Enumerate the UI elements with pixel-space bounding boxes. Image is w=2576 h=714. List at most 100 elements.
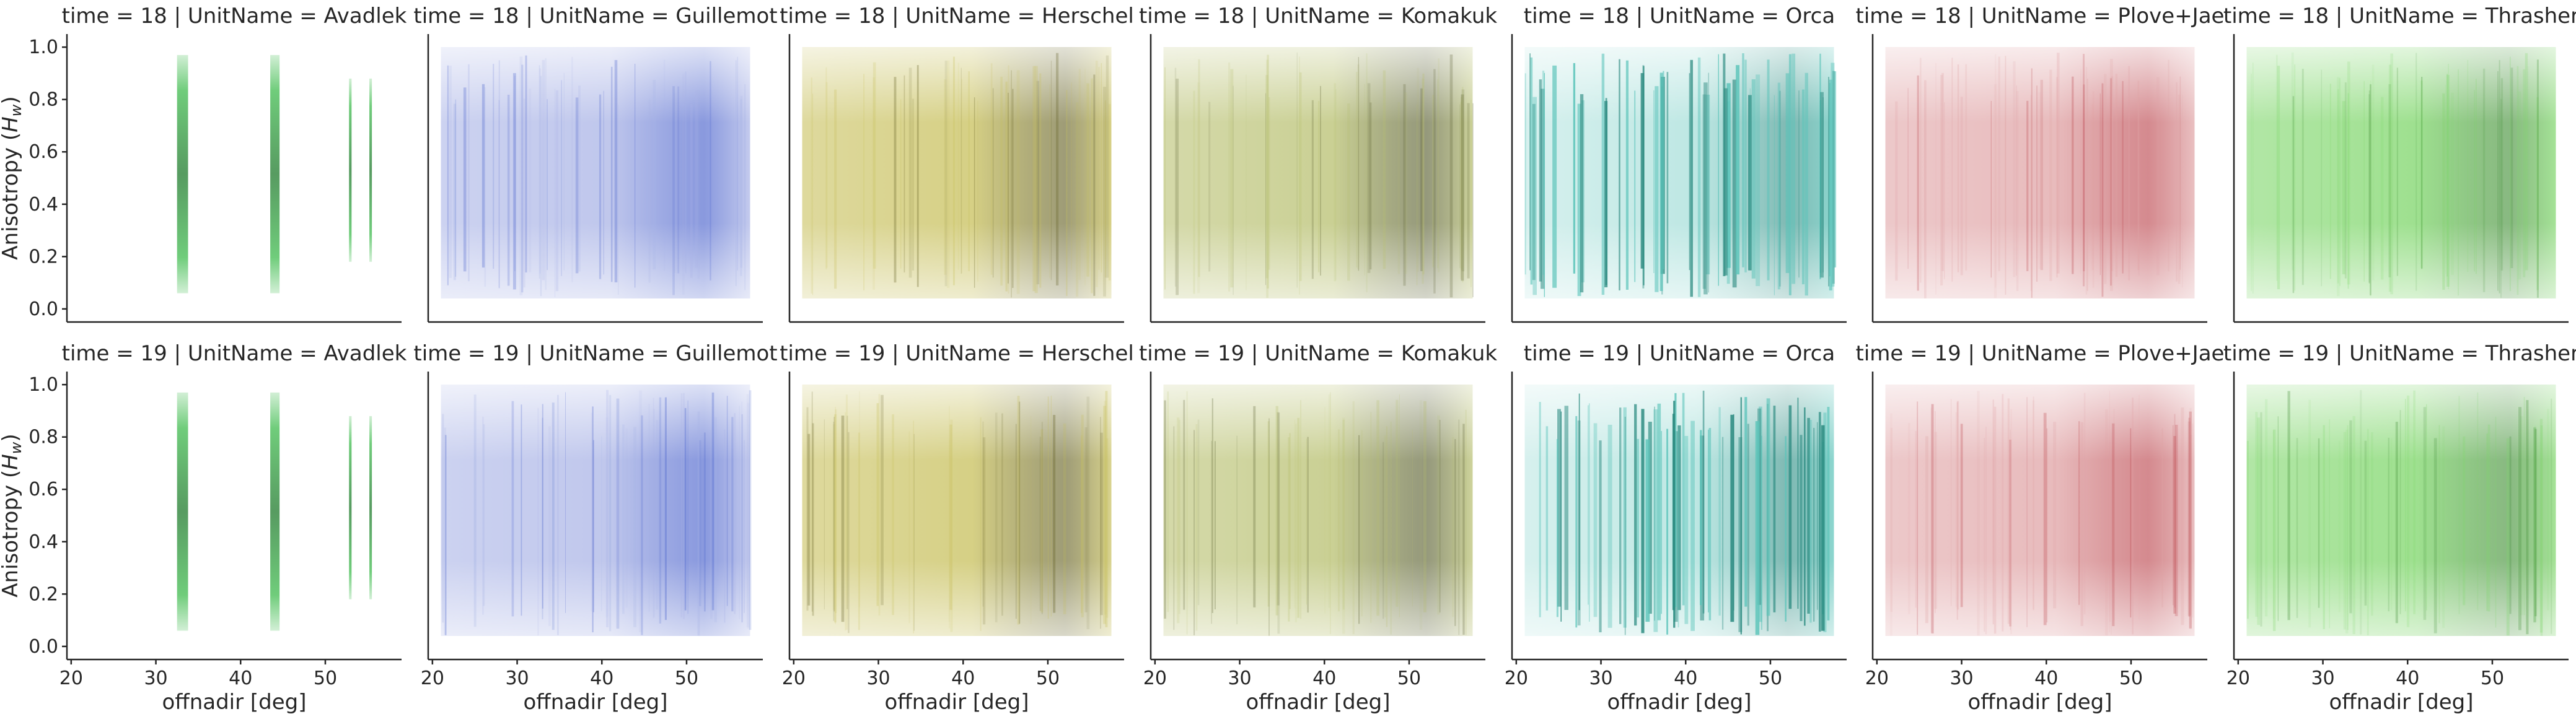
- data-streak: [1091, 78, 1093, 294]
- x-tick-label: 30: [2311, 668, 2334, 689]
- data-streak: [592, 440, 594, 612]
- data-streak: [1420, 88, 1423, 271]
- y-tick-label: 1.0: [29, 374, 58, 396]
- data-streak: [1919, 58, 1922, 283]
- data-streak: [2287, 391, 2290, 620]
- data-streak: [1733, 414, 1734, 611]
- data-streak: [523, 98, 525, 288]
- data-streak: [1268, 418, 1270, 636]
- data-streak: [601, 436, 602, 612]
- data-streak: [2368, 94, 2370, 283]
- data-streak: [1673, 401, 1676, 628]
- data-streak: [2301, 69, 2304, 285]
- data-streak: [811, 391, 813, 612]
- data-streak: [1532, 103, 1536, 281]
- data-strip: [177, 54, 188, 294]
- data-streak: [2510, 67, 2513, 269]
- panel-title: time = 18 | UnitName = Orca: [1524, 4, 1835, 28]
- x-tick-label: 50: [2119, 668, 2143, 689]
- data-streak: [1053, 415, 1056, 613]
- data-streak: [968, 71, 970, 271]
- data-streak: [677, 86, 680, 274]
- data-streak: [511, 401, 514, 617]
- x-tick-label: 20: [1865, 668, 1889, 689]
- data-streak: [744, 440, 745, 614]
- data-streak: [1050, 60, 1052, 281]
- data-streak: [1214, 441, 1216, 610]
- data-streak: [841, 416, 845, 622]
- data-streak: [1396, 399, 1399, 607]
- data-streak: [2372, 64, 2375, 281]
- x-tick-label: 50: [1397, 668, 1421, 689]
- data-streak: [1941, 72, 1944, 271]
- data-streak: [1697, 57, 1701, 297]
- data-streak: [2523, 69, 2526, 277]
- data-streak: [599, 94, 602, 279]
- data-streak: [1039, 437, 1042, 611]
- data-streak: [1299, 72, 1302, 281]
- data-streak: [1690, 420, 1695, 631]
- data-streak: [1228, 62, 1231, 292]
- data-streak: [449, 65, 452, 278]
- data-streak: [1268, 97, 1270, 270]
- data-strip: [369, 416, 372, 599]
- data-streak: [2137, 81, 2140, 270]
- data-streak: [739, 405, 741, 620]
- density-fade: [1885, 385, 2195, 636]
- data-streak: [507, 94, 510, 286]
- data-streak: [2101, 83, 2104, 297]
- data-streak: [2109, 442, 2111, 622]
- panel-19-thrasher: time = 19 | UnitName = Thrasher 20 30 40 50 o…: [2223, 341, 2576, 714]
- x-tick-label: 30: [505, 668, 529, 689]
- data-streak: [1575, 416, 1578, 628]
- data-streak: [2026, 397, 2028, 627]
- data-streak: [1666, 72, 1669, 284]
- data-streak: [699, 440, 701, 606]
- data-streak: [1081, 414, 1084, 617]
- data-streak: [1634, 404, 1637, 626]
- data-streak: [731, 417, 734, 612]
- data-streak: [1404, 92, 1407, 274]
- data-streak: [2010, 430, 2011, 630]
- data-streak: [1459, 102, 1462, 279]
- data-streak: [1449, 54, 1453, 298]
- data-streak: [1732, 79, 1737, 288]
- data-streak: [1705, 94, 1710, 275]
- data-streak: [1361, 430, 1363, 617]
- data-streak: [1708, 428, 1712, 620]
- data-streak: [1467, 103, 1470, 279]
- data-streak: [2092, 91, 2095, 288]
- data-streak: [832, 424, 835, 610]
- data-streak: [1619, 407, 1622, 624]
- panel-title: time = 19 | UnitName = Orca: [1524, 341, 1835, 366]
- density-fade: [2246, 47, 2556, 298]
- data-streak: [1295, 424, 1297, 622]
- data-streak: [990, 63, 993, 275]
- data-streak: [1925, 436, 1928, 624]
- data-streak: [2291, 52, 2294, 271]
- data-streak: [1459, 104, 1461, 268]
- data-streak: [2030, 95, 2032, 291]
- data-streak: [1300, 400, 1301, 619]
- data-streak: [2426, 404, 2427, 611]
- data-streak: [2442, 426, 2445, 629]
- data-streak: [2083, 84, 2085, 271]
- data-streak: [1399, 394, 1400, 617]
- data-streak: [2329, 84, 2331, 279]
- data-streak: [1108, 103, 1111, 281]
- data-streak: [2500, 98, 2502, 298]
- x-axis-label: offnadir [deg]: [1967, 690, 2112, 714]
- y-tick-label: 1.0: [29, 37, 58, 58]
- panel-19-herschel: time = 19 | UnitName = Herschel 20 30 40 50 o…: [780, 341, 1134, 714]
- data-streak: [697, 90, 700, 279]
- data-streak: [1774, 95, 1775, 295]
- data-streak: [1041, 422, 1043, 614]
- data-streak: [704, 432, 706, 612]
- data-streak: [1412, 429, 1413, 607]
- x-tick-label: 30: [1589, 668, 1612, 689]
- data-streak: [2112, 423, 2115, 627]
- data-streak: [1740, 397, 1742, 635]
- data-streak: [2257, 417, 2260, 625]
- data-streak: [863, 74, 864, 290]
- data-streak: [2294, 64, 2296, 291]
